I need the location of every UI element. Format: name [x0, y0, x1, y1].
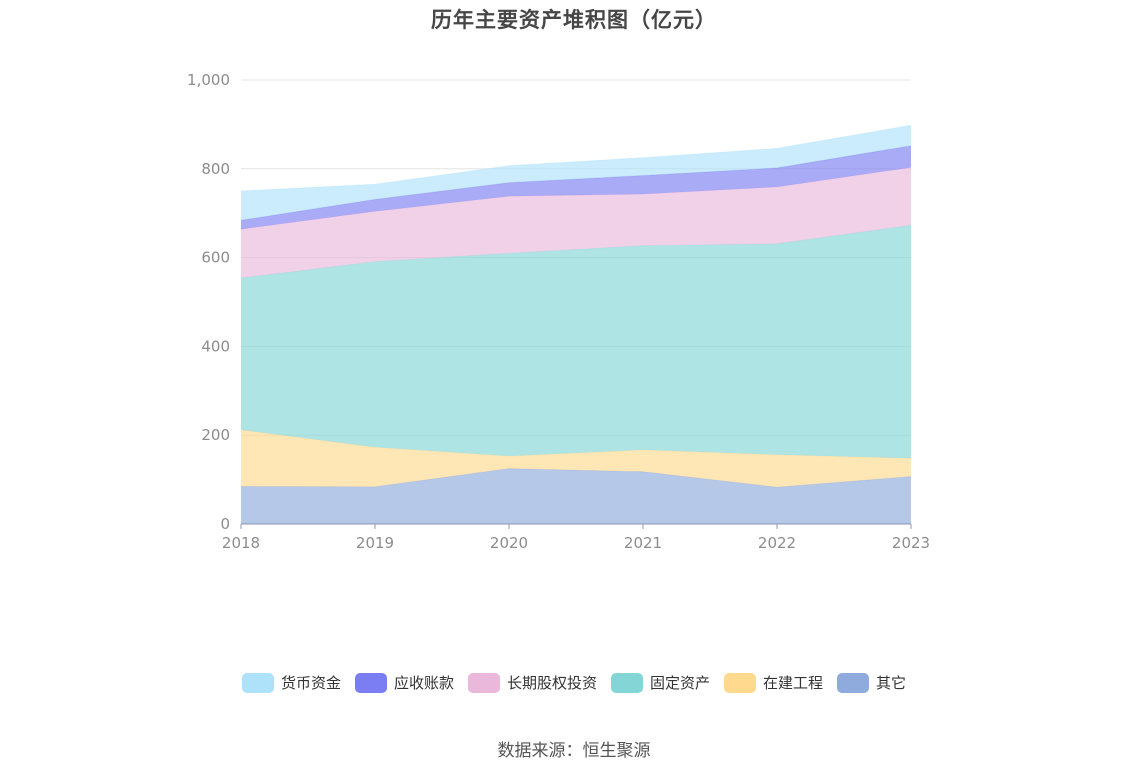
- y-tick-label: 1,000: [187, 71, 230, 89]
- legend-swatch: [611, 672, 643, 693]
- legend-swatch: [467, 672, 500, 693]
- x-tick-label: 2021: [624, 534, 662, 552]
- area-series-group: [240, 124, 912, 525]
- legend-label: 货币资金: [280, 674, 341, 692]
- chart-title: 历年主要资产堆积图（亿元）: [431, 8, 717, 32]
- legend-swatch: [724, 672, 757, 693]
- area-series-应收账款[interactable]: [241, 145, 911, 230]
- data-source-note: 数据来源：恒生聚源: [497, 741, 651, 761]
- axes: 0 200 400 600 800 1,000 2018 2019 2020 2021 2022 20…: [187, 71, 930, 552]
- area-edge-货币资金: [240, 124, 912, 192]
- legend-item-在建工程[interactable]: 在建工程: [724, 672, 823, 693]
- chart-plot: 0 200 400 600 800 1,000 2018 2019 2020 2021 2022 20…: [187, 71, 930, 552]
- area-series-其它[interactable]: [241, 468, 911, 525]
- y-tick-label: 200: [201, 426, 230, 444]
- legend: 货币资金 应收账款 长期股权投资 固定资产 在建工程 其它: [0, 672, 1148, 693]
- legend-swatch: [837, 672, 870, 693]
- x-tick-label: 2019: [356, 534, 394, 552]
- legend-swatch: [241, 672, 274, 693]
- legend-item-其它[interactable]: 其它: [837, 672, 906, 693]
- legend-label: 其它: [876, 674, 907, 692]
- legend-swatch: [354, 672, 387, 693]
- x-tick-label: 2018: [222, 534, 260, 552]
- legend-label: 应收账款: [393, 674, 454, 692]
- area-series-货币资金[interactable]: [241, 125, 911, 221]
- y-tick-label: 800: [201, 160, 230, 178]
- area-series-在建工程[interactable]: [241, 429, 911, 488]
- legend-item-长期股权投资[interactable]: 长期股权投资: [467, 672, 597, 693]
- y-tick-label: 600: [201, 249, 230, 267]
- legend-label: 在建工程: [763, 674, 824, 692]
- y-tick-label: 400: [201, 337, 230, 355]
- y-tick-label: 0: [220, 515, 230, 533]
- area-series-长期股权投资[interactable]: [241, 167, 911, 279]
- legend-item-固定资产[interactable]: 固定资产: [611, 672, 710, 693]
- x-tick-label: 2023: [892, 534, 930, 552]
- x-tick-label: 2020: [490, 534, 528, 552]
- x-tick-label: 2022: [758, 534, 796, 552]
- legend-item-货币资金[interactable]: 货币资金: [241, 672, 341, 693]
- legend-label: 固定资产: [650, 674, 711, 692]
- legend-item-应收账款[interactable]: 应收账款: [354, 672, 454, 693]
- area-series-固定资产[interactable]: [241, 225, 911, 459]
- legend-label: 长期股权投资: [506, 674, 597, 692]
